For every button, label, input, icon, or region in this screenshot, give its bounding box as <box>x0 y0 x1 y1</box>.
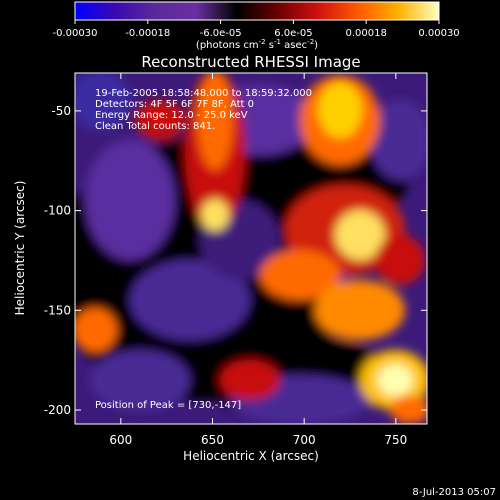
colorbar-units: (photons cm-2 s-1 asec-2) <box>196 38 318 51</box>
y-tick-label: -150 <box>44 303 71 317</box>
colorbar-tick-label: 0.00018 <box>346 28 387 39</box>
y-axis: -50 -100 -150 -200 <box>44 104 427 417</box>
info-line: Clean Total counts: 841. <box>95 121 215 132</box>
colorbar-tick-label: -6.0e-05 <box>200 28 242 39</box>
emission-blob <box>375 235 425 285</box>
emission-blob <box>135 100 185 140</box>
x-tick-label: 750 <box>384 433 407 447</box>
info-line: Energy Range: 12.0 - 25.0 keV <box>95 110 248 121</box>
colorbar-tick-label: -0.00018 <box>125 28 170 39</box>
plot-frame <box>74 72 428 425</box>
x-tick-label: 700 <box>293 433 316 447</box>
colorbar-tick-label: 6.0e-05 <box>274 28 312 39</box>
emission-blob <box>75 73 130 130</box>
emission-blob <box>220 360 280 400</box>
emission-blob <box>130 260 250 340</box>
x-axis-label: Heliocentric X (arcsec) <box>183 449 319 463</box>
info-line: 19-Feb-2005 18:58:48.000 to 18:59:32.000 <box>95 88 312 99</box>
emission-blob <box>75 308 117 352</box>
heatmap-image <box>75 73 427 424</box>
info-line: Detectors: 4F 5F 6F 7F 8F, Att 0 <box>95 99 254 110</box>
y-tick-label: -50 <box>51 104 71 118</box>
colorbar-ticks: -0.00030 -0.00018 -6.0e-05 6.0e-05 0.00018 0.… <box>53 20 460 39</box>
peak-position-label: Position of Peak = [730,-147] <box>95 400 241 411</box>
observation-info: 19-Feb-2005 18:58:48.000 to 18:59:32.000… <box>95 88 312 132</box>
emission-blob <box>377 364 413 396</box>
x-axis: 600 650 700 750 <box>109 73 407 447</box>
y-tick-label: -200 <box>44 403 71 417</box>
emission-blob <box>201 199 229 231</box>
emission-blob <box>318 82 362 138</box>
y-tick-label: -100 <box>44 204 71 218</box>
colorbar-tick-label: 0.00030 <box>418 28 459 39</box>
chart-title: Reconstructed RHESSI Image <box>141 53 360 71</box>
footer-timestamp: 8-Jul-2013 05:07 <box>412 487 496 498</box>
emission-blob <box>370 100 427 180</box>
emission-blob <box>85 140 175 260</box>
emission-blob <box>390 396 427 424</box>
emission-blob <box>335 210 385 260</box>
emission-blob <box>315 280 405 340</box>
emission-blob <box>260 250 340 300</box>
x-tick-label: 650 <box>201 433 224 447</box>
x-tick-label: 600 <box>109 433 132 447</box>
colorbar-tick-label: -0.00030 <box>53 28 98 39</box>
y-axis-label: Heliocentric Y (arcsec) <box>13 181 27 316</box>
colorbar <box>74 1 440 21</box>
emission-blob <box>90 350 190 410</box>
emission-blob <box>197 73 233 170</box>
